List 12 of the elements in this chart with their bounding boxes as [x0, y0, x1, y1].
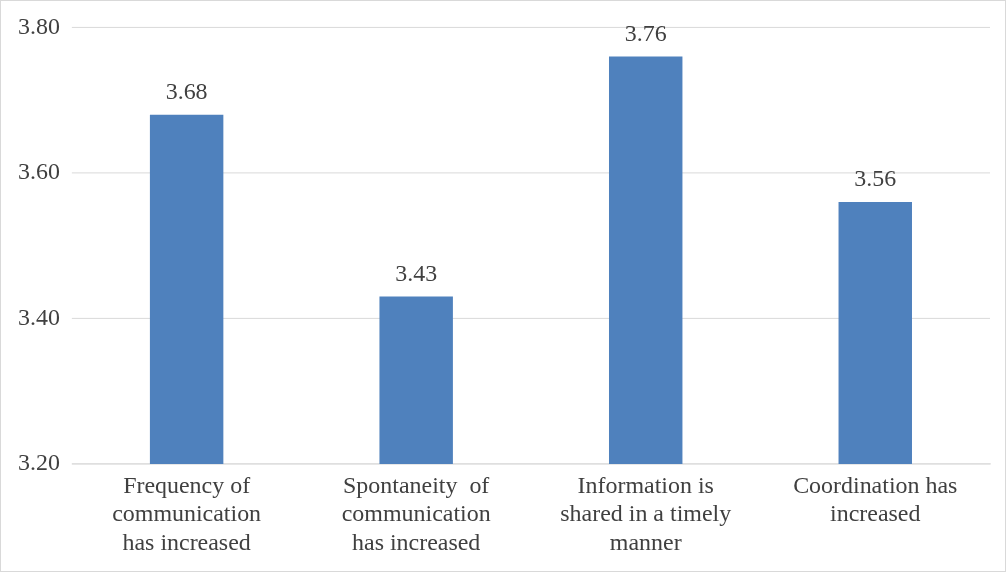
y-tick-label: 3.40	[17, 303, 60, 330]
y-tick-label: 3.20	[17, 449, 60, 476]
y-tick-label: 3.60	[17, 158, 60, 185]
x-tick-label: Frequency of communication has increased	[112, 471, 262, 555]
x-tick-label: Information is shared in a timely manner	[560, 471, 732, 555]
data-label: 3.76	[624, 19, 667, 46]
x-tick-label: Spontaneity of communication has increased	[341, 471, 491, 555]
y-tick-label: 3.80	[17, 12, 60, 39]
x-tick-label: Coordination has increased	[793, 471, 958, 527]
data-label: 3.56	[854, 165, 897, 192]
data-label: 3.43	[395, 259, 438, 286]
data-label: 3.68	[165, 78, 208, 104]
